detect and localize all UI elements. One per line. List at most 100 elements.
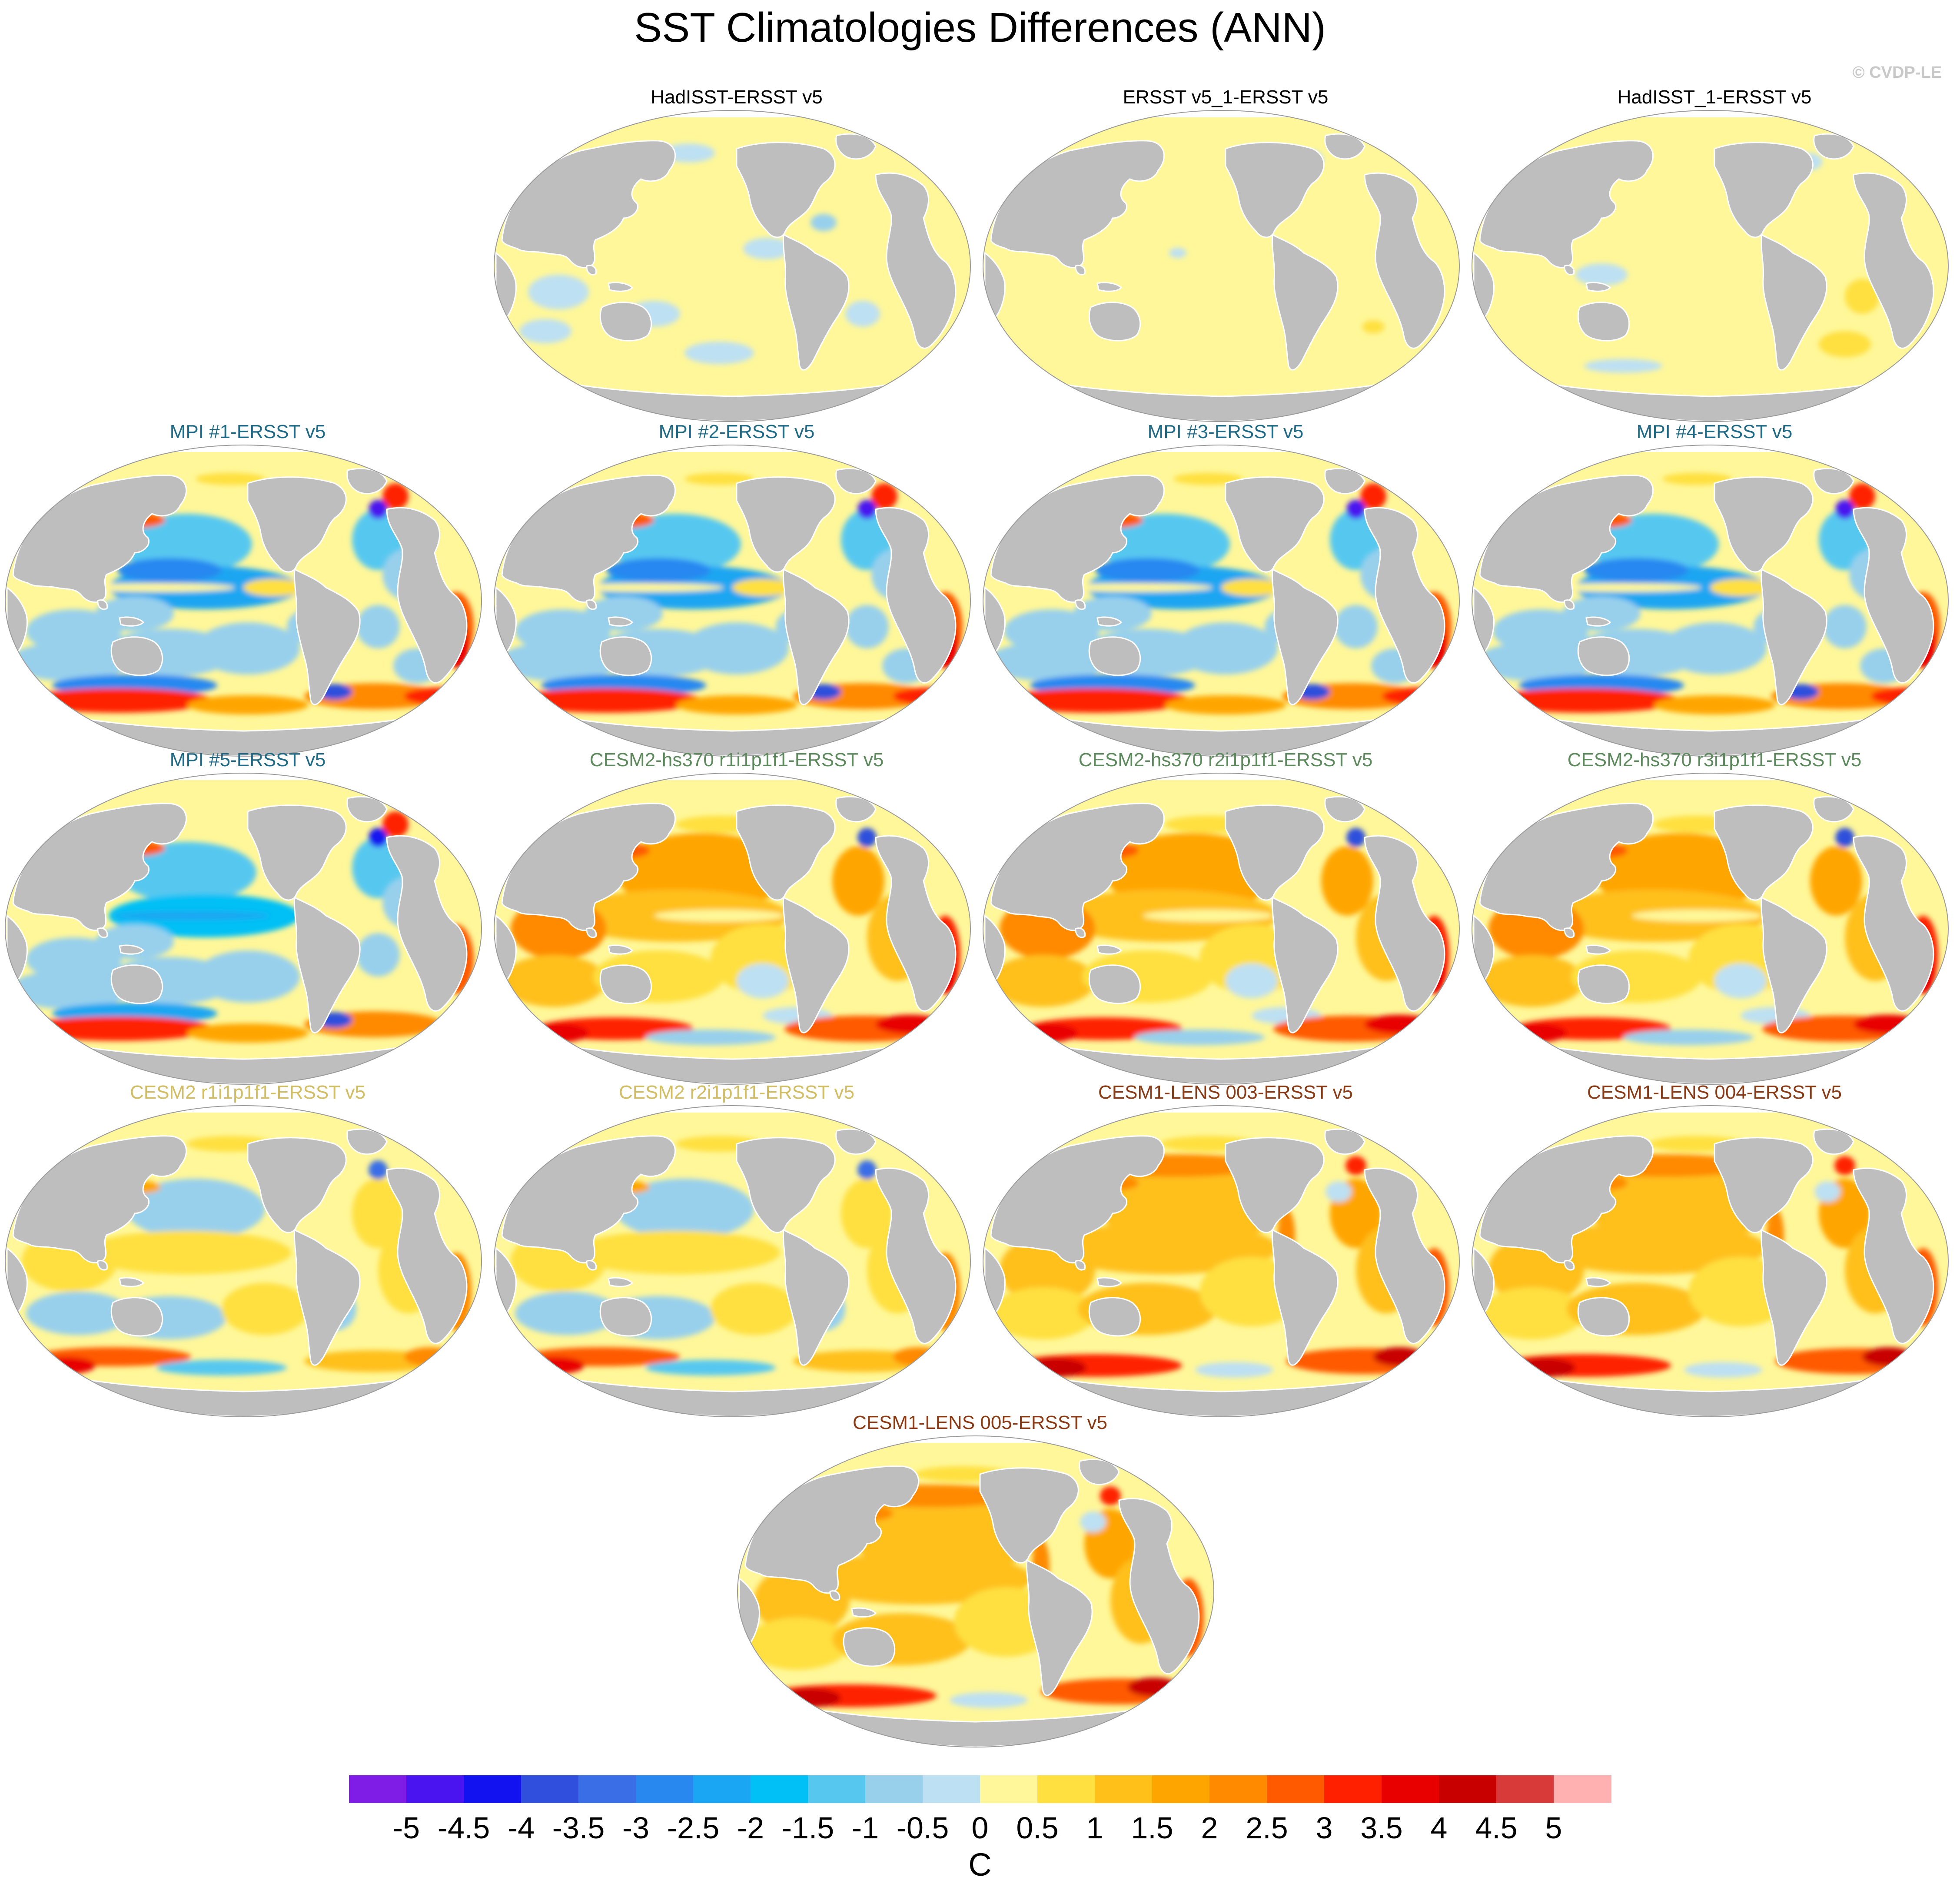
anomaly-region [654,910,784,922]
land-mass [1324,133,1365,160]
anomaly-region [1814,1181,1840,1202]
anomaly-region [83,1231,291,1274]
land-mass [346,1128,388,1155]
land-mass [1364,172,1445,349]
map-panel: CESM1-LENS 004-ERSST v5 [1471,1082,1958,1421]
land-mass [1225,1137,1325,1233]
anomaly-region [1346,828,1365,847]
colorbar-tick-label: -2 [737,1811,764,1845]
land-mass [1479,475,1654,603]
land-mass [110,964,163,1004]
anomaly-region [1286,1348,1443,1374]
anomaly-region [515,609,611,653]
colorbar-box [1209,1775,1267,1803]
map-panel: CESM2 r2i1p1f1-ERSST v5 [493,1082,980,1421]
anomaly-region [871,483,897,509]
land-mass [599,1297,652,1337]
anomaly-region [196,950,300,1003]
anomaly-region [1871,688,1940,705]
anomaly-region [845,301,880,327]
robinson-map [983,445,1460,757]
land-mass [843,1627,896,1667]
anomaly-region [876,1015,945,1034]
anomaly-region [156,1360,287,1375]
colorbar-tick-label: 3.5 [1360,1811,1403,1845]
panel-title: CESM1-LENS 004-ERSST v5 [1587,1082,1842,1103]
colorbar-tick-label: 1 [1086,1811,1103,1845]
colorbar-box [464,1775,522,1803]
anomaly-region [1026,1358,1086,1377]
robinson-map [1472,1105,1949,1417]
land-mass [97,1260,108,1271]
anomaly-region [745,1618,850,1670]
anomaly-region [1221,579,1282,596]
robinson-map [494,110,971,422]
anomaly-region [35,1357,96,1374]
colorbar-tick-label: -1.5 [781,1811,834,1845]
land-mass [1364,1167,1445,1344]
robinson-map [5,1105,482,1417]
anomaly-region [502,955,606,1007]
anomaly-region [1334,605,1378,648]
land-mass [875,172,957,349]
map-panel: HadISST-ERSST v5 [493,86,980,426]
anomaly-region [1480,955,1584,1007]
land-mass [119,616,145,627]
anomaly-region [498,642,619,681]
anomaly-region [1365,1015,1434,1034]
anomaly-region [684,622,789,674]
anomaly-region [369,500,388,519]
anomaly-region [1834,1156,1855,1175]
anomaly-region [1584,359,1662,373]
anomaly-region [1169,248,1186,258]
land-mass [1853,172,1934,349]
colorbar-box [349,1775,407,1803]
land-mass [586,927,597,938]
colorbar-box [578,1775,636,1803]
anomaly-region [1541,1222,1767,1274]
land-mass [501,475,676,603]
anomaly-region [1714,963,1767,998]
land-mass [247,804,347,901]
land-mass [1479,1135,1654,1264]
land-mass [1075,927,1086,938]
anomaly-region [1373,1347,1425,1366]
colorbar-box [751,1775,808,1803]
land-mass [608,1277,634,1287]
land-mass [293,1229,361,1366]
robinson-map [983,773,1460,1085]
land-mass [608,616,634,627]
map-outline [983,773,1460,1085]
anomaly-region [737,963,789,998]
land-mass [979,1467,1079,1564]
anomaly-region [1623,1030,1754,1045]
anomaly-region [196,473,265,485]
map-panel: CESM2-hs370 r3i1p1f1-ERSST v5 [1471,749,1958,1089]
map-outline [494,110,971,422]
anomaly-region [356,605,400,648]
land-mass [1324,468,1365,495]
anomaly-region [356,933,400,977]
anomaly-region [1849,483,1875,509]
colorbar-tick-label: 2 [1201,1811,1218,1845]
land-mass [1564,599,1575,610]
colorbar-tick-label: -4.5 [437,1811,490,1845]
anomaly-region [1226,963,1278,998]
panel-title: CESM2-hs370 r3i1p1f1-ERSST v5 [1567,749,1862,771]
colorbar-box [923,1775,980,1803]
anomaly-region [1845,279,1880,314]
land-mass [1564,1260,1575,1271]
anomaly-region [117,558,222,582]
anomaly-region [684,342,754,364]
land-mass [990,1135,1165,1264]
anomaly-region [1584,558,1688,582]
land-mass [782,896,850,1033]
panel-title: MPI #5-ERSST v5 [169,749,326,771]
anomaly-region [893,1347,945,1366]
land-mass [1760,896,1827,1033]
anomaly-region [1775,1348,1932,1374]
anomaly-region [528,1023,589,1043]
anomaly-region [606,558,711,582]
colorbar-tick-label: -3.5 [552,1811,605,1845]
anomaly-region [1515,1358,1575,1377]
